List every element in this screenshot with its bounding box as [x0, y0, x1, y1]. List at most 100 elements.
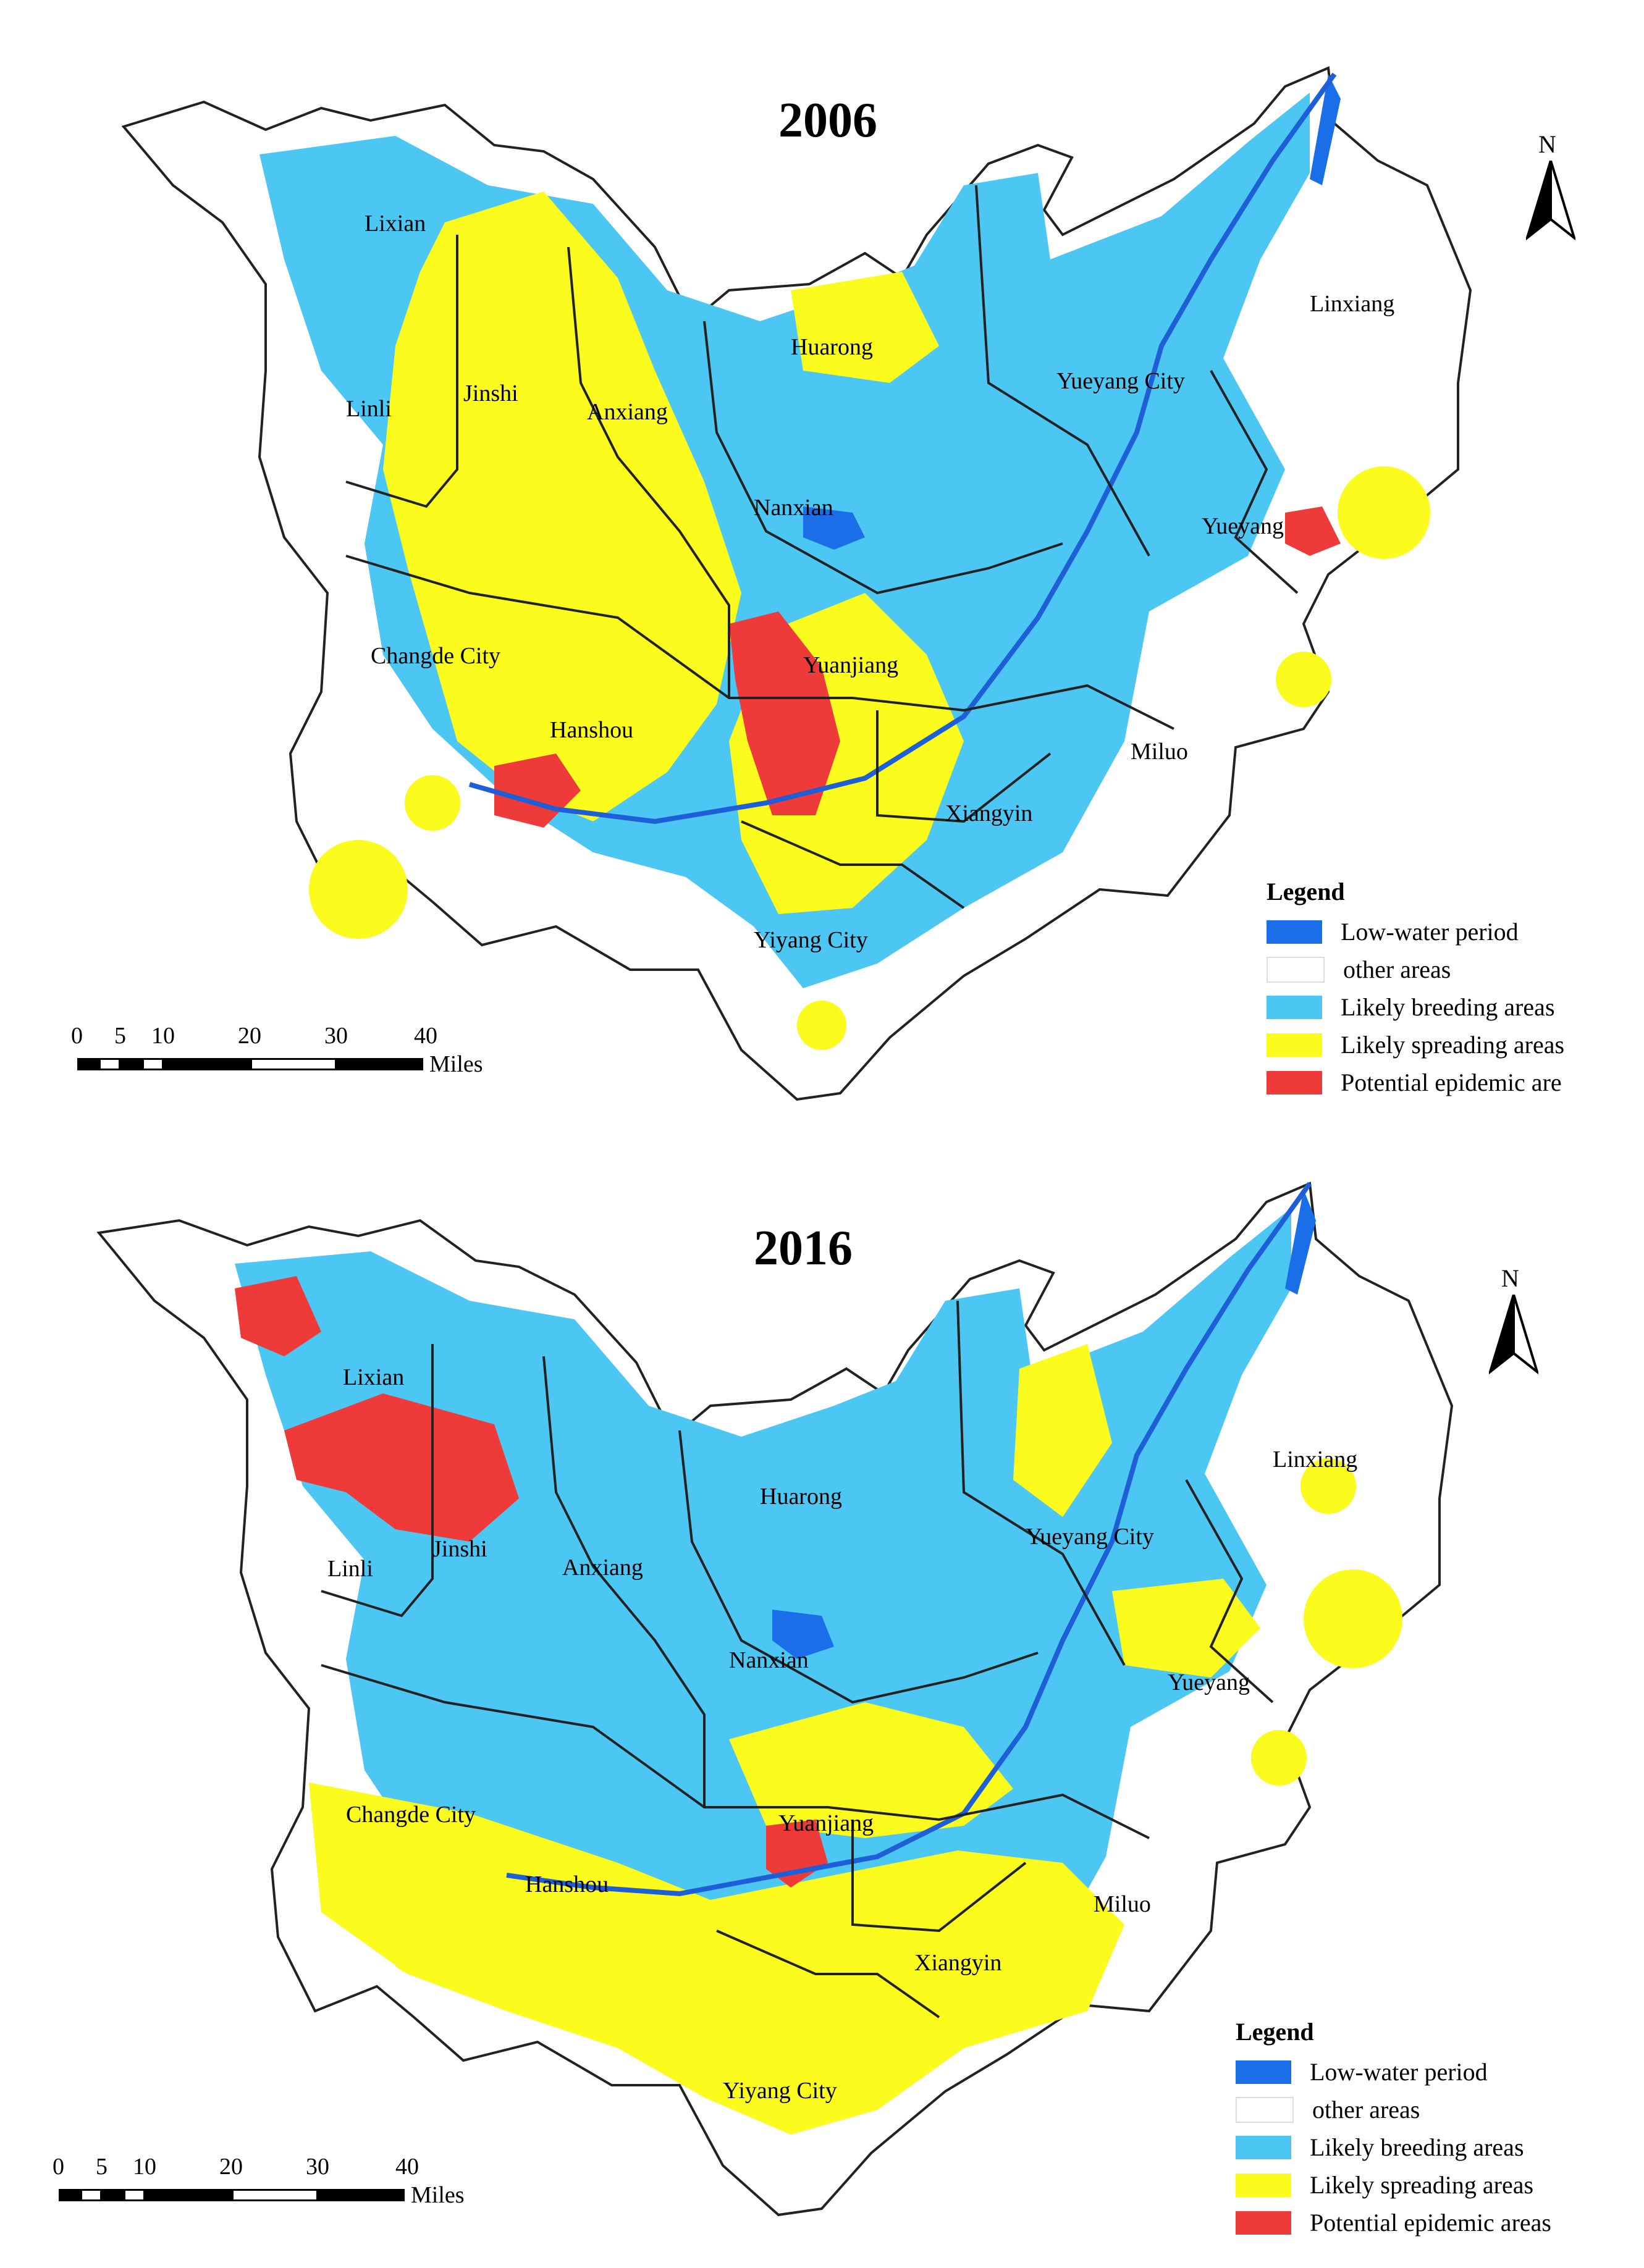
- place-label: Linli: [327, 1556, 373, 1582]
- scale-segment: [124, 2189, 145, 2201]
- place-label: Linli: [346, 396, 392, 422]
- county-boundary: [851, 1820, 1027, 1933]
- spreading-blob: [1300, 1458, 1356, 1514]
- county-boundaries-2016: [321, 1300, 1274, 2018]
- scale-segment: [318, 2189, 405, 2201]
- scale-segment: [102, 2189, 124, 2201]
- legend-item: Potential epidemic areas: [1236, 2204, 1594, 2241]
- map-panel-2016: 2016 N Lixian Linli Jinshi Anxiang Huaro…: [0, 1134, 1644, 2268]
- scale-segment: [164, 1058, 250, 1070]
- legend-label: Potential epidemic are: [1341, 1069, 1562, 1096]
- place-label: Yueyang: [1202, 513, 1284, 539]
- scale-segment: [337, 1058, 423, 1070]
- county-boundary: [716, 1930, 940, 2018]
- legend: Legend Low-water period other areas Like…: [1236, 2017, 1594, 2252]
- north-arrow-icon: [1489, 1295, 1538, 1375]
- place-label: Yuanjiang: [803, 652, 899, 678]
- place-label: Huarong: [760, 1484, 842, 1510]
- county-boundary: [345, 235, 458, 508]
- county-boundary: [703, 321, 1063, 595]
- legend-swatch: [1236, 2173, 1291, 2197]
- low-water-lake: [803, 506, 865, 550]
- legend-swatch: [1236, 2096, 1294, 2123]
- scale-segment: [80, 2189, 102, 2201]
- place-label: Yueyang City: [1026, 1524, 1154, 1550]
- place-label: Linxiang: [1310, 291, 1395, 317]
- county-boundary: [345, 555, 1174, 730]
- place-label: Yueyang: [1168, 1670, 1250, 1695]
- legend-item: Likely breeding areas: [1236, 2128, 1594, 2166]
- legend-label: other areas: [1343, 956, 1451, 983]
- scale-segment: [250, 1058, 337, 1070]
- legend-swatch: [1267, 920, 1322, 944]
- spreading-blob: [309, 840, 408, 939]
- legend-label: Low-water period: [1310, 2058, 1488, 2086]
- map-panel-2006: 2006 N Lixian Linli Jinshi Anxiang Huaro…: [71, 66, 1625, 1112]
- place-label: Jinshi: [432, 1536, 487, 1562]
- epidemic-cluster: [235, 1276, 321, 1356]
- north-label: N: [1501, 1264, 1519, 1292]
- epidemic-cluster: [284, 1393, 519, 1542]
- scale-tick: 0: [53, 2154, 64, 2180]
- north-arrow: N: [1489, 1264, 1538, 1387]
- scale-segment: [120, 1058, 142, 1070]
- scale-segment: [99, 1058, 120, 1070]
- scale-tick: 40: [414, 1023, 437, 1049]
- county-boundary: [542, 1356, 706, 1807]
- low-water-lake: [772, 1610, 834, 1659]
- place-label: Yiyang City: [754, 927, 868, 953]
- legend-item: other areas: [1267, 951, 1625, 988]
- epidemic-cluster: [729, 611, 840, 815]
- spreading-blob: [1338, 466, 1430, 559]
- spreading-blob: [405, 775, 460, 831]
- place-label: Linxiang: [1273, 1447, 1358, 1472]
- legend-item: Likely spreading areas: [1267, 1026, 1625, 1064]
- place-label: Anxiang: [562, 1555, 643, 1581]
- river-line: [468, 72, 1337, 825]
- legend-swatch: [1267, 995, 1322, 1019]
- legend-item: Low-water period: [1236, 2053, 1594, 2091]
- legend-label: Likely breeding areas: [1341, 993, 1555, 1021]
- legend-title: Legend: [1236, 2018, 1314, 2046]
- place-label: Miluo: [1131, 739, 1188, 765]
- map-2006: [121, 66, 1472, 1101]
- place-label: Anxiang: [587, 399, 668, 425]
- spreading-blob: [797, 1001, 846, 1050]
- region-fill-2016: [96, 1182, 1454, 2217]
- county-boundary: [1210, 370, 1299, 594]
- place-label: Xiangyin: [945, 800, 1033, 826]
- scale-tick: 0: [71, 1023, 83, 1049]
- county-boundary: [1185, 1479, 1274, 1703]
- north-arrow-icon: [1526, 161, 1575, 241]
- scale-bar: 0 5 10 20 30 40 Miles: [53, 2153, 485, 2227]
- scale-tick: 30: [306, 2154, 329, 2180]
- scale-tick: 30: [324, 1023, 348, 1049]
- legend: Legend Low-water period other areas Like…: [1267, 877, 1625, 1112]
- legend-label: other areas: [1312, 2096, 1420, 2123]
- county-boundary: [567, 246, 730, 698]
- scale-segment: [59, 2189, 80, 2201]
- scale-segment: [232, 2189, 318, 2201]
- scale-segment: [77, 1058, 99, 1070]
- low-water-lake: [1310, 74, 1341, 185]
- legend-item: Low-water period: [1267, 913, 1625, 951]
- place-label: Jinshi: [463, 380, 518, 406]
- scale-tick: 5: [114, 1023, 126, 1049]
- county-boundary: [956, 1300, 1126, 1666]
- place-label: Lixian: [343, 1364, 405, 1390]
- scale-segment: [145, 2189, 232, 2201]
- place-label: Yuanjiang: [778, 1810, 874, 1836]
- legend-swatch: [1267, 1070, 1322, 1094]
- place-label: Changde City: [346, 1802, 476, 1828]
- north-label: N: [1538, 130, 1556, 158]
- place-label: Nanxian: [729, 1647, 809, 1673]
- scale-tick: 40: [395, 2154, 419, 2180]
- legend-swatch: [1236, 2211, 1291, 2235]
- spreading-blob: [389, 1925, 439, 1974]
- county-boundary: [321, 1344, 434, 1618]
- county-boundary: [678, 1430, 1039, 1704]
- scale-tick: 5: [96, 2154, 107, 2180]
- scale-tick: 20: [238, 1023, 261, 1049]
- scale-bar: 0 5 10 20 30 40 Miles: [71, 1022, 504, 1096]
- county-boundary: [321, 1664, 1150, 1839]
